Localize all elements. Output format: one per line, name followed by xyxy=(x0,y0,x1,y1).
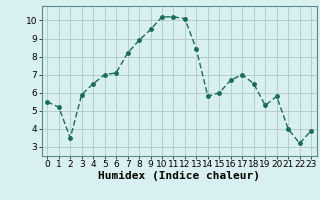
X-axis label: Humidex (Indice chaleur): Humidex (Indice chaleur) xyxy=(98,171,260,181)
